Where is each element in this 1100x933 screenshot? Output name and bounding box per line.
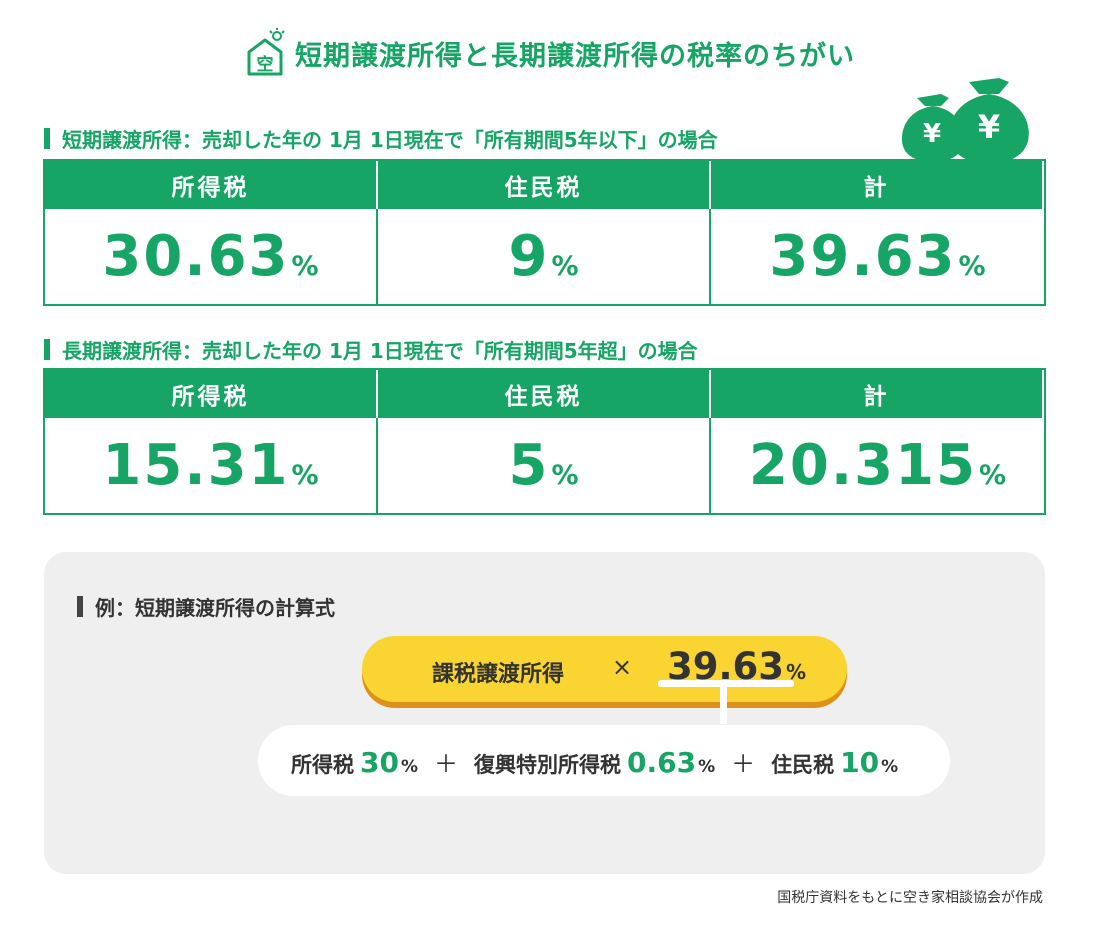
header-resident-tax: 住民税 <box>378 370 711 418</box>
percent-unit: % <box>291 460 319 491</box>
svg-text:空: 空 <box>257 54 274 75</box>
example-calculation-panel: 例：短期譲渡所得の計算式 課税譲渡所得 × 39.63% 所得税 30 % ＋ … <box>44 552 1045 874</box>
percent-unit: % <box>400 757 419 777</box>
income-tax-rate-cell: 30.63% <box>45 209 378 304</box>
resident-tax-rate: 9 <box>508 224 550 289</box>
percent-unit: % <box>958 251 986 282</box>
example-heading: 例：短期譲渡所得の計算式 <box>77 592 335 621</box>
income-tax-label: 所得税 <box>291 753 354 777</box>
header-total: 計 <box>711 370 1044 418</box>
breakdown-bracket <box>658 680 794 687</box>
resident-tax-label: 住民税 <box>771 753 835 777</box>
heading-bar <box>44 339 50 360</box>
percent-unit: % <box>291 251 319 282</box>
resident-tax-rate-cell: 9% <box>378 209 711 304</box>
plus-sign: ＋ <box>731 750 756 778</box>
heading-bar <box>44 128 50 149</box>
header-income-tax: 所得税 <box>45 370 378 418</box>
income-tax-rate: 15.31 <box>102 433 290 498</box>
header-resident-tax: 住民税 <box>378 161 711 209</box>
yen-money-bag-icon: ¥ ¥ <box>895 76 1030 166</box>
heading-bar <box>77 596 83 617</box>
page-title-row: 空 短期譲渡所得と長期譲渡所得の税率のちがい <box>0 28 1100 78</box>
multiply-sign: × <box>612 653 633 681</box>
total-rate: 20.315 <box>748 433 978 498</box>
rate-breakdown: 所得税 30 % ＋ 復興特別所得税 0.63 % ＋ 住民税 10 % <box>291 744 898 779</box>
total-rate: 39.63 <box>769 224 957 289</box>
breakdown-pill: 所得税 30 % ＋ 復興特別所得税 0.63 % ＋ 住民税 10 % <box>258 725 950 796</box>
header-income-tax: 所得税 <box>45 161 378 209</box>
house-icon: 空 <box>245 28 285 78</box>
long-term-heading: 長期譲渡所得：売却した年の 1月 1日現在で「所有期間5年超」の場合 <box>44 335 698 364</box>
percent-unit: % <box>551 251 579 282</box>
example-heading-text: 例：短期譲渡所得の計算式 <box>95 596 335 620</box>
long-term-rate-table: 所得税 住民税 計 15.31% 5% 20.315% <box>43 368 1046 515</box>
long-term-heading-text: 長期譲渡所得：売却した年の 1月 1日現在で「所有期間5年超」の場合 <box>62 339 698 363</box>
formula-pill: 課税譲渡所得 × 39.63% <box>362 636 847 702</box>
short-term-heading: 短期譲渡所得：売却した年の 1月 1日現在で「所有期間5年以下」の場合 <box>44 124 718 153</box>
percent-unit: % <box>698 757 716 777</box>
yen-symbol: ¥ <box>978 108 1000 146</box>
resident-tax-rate: 5 <box>508 433 550 498</box>
source-note: 国税庁資料をもとに空き家相談協会が作成 <box>777 890 1043 906</box>
header-total: 計 <box>711 161 1044 209</box>
percent-unit: % <box>551 460 579 491</box>
total-rate-cell: 20.315% <box>711 418 1044 513</box>
total-rate-cell: 39.63% <box>711 209 1044 304</box>
yen-symbol: ¥ <box>923 119 941 149</box>
reconstruction-tax-label: 復興特別所得税 <box>474 753 622 777</box>
reconstruction-tax-value: 0.63 <box>627 746 697 779</box>
resident-tax-value: 10 <box>840 746 880 779</box>
short-term-rate-table: 所得税 住民税 計 30.63% 9% 39.63% <box>43 159 1046 306</box>
resident-tax-rate-cell: 5% <box>378 418 711 513</box>
plus-sign: ＋ <box>434 750 459 778</box>
income-tax-rate: 30.63 <box>102 224 290 289</box>
income-tax-value: 30 <box>360 746 399 779</box>
percent-unit: % <box>881 757 899 777</box>
taxable-income-label: 課税譲渡所得 <box>432 662 565 687</box>
short-term-heading-text: 短期譲渡所得：売却した年の 1月 1日現在で「所有期間5年以下」の場合 <box>62 128 718 152</box>
page-title: 短期譲渡所得と長期譲渡所得の税率のちがい <box>295 40 855 72</box>
income-tax-rate-cell: 15.31% <box>45 418 378 513</box>
breakdown-connector <box>720 684 727 724</box>
percent-unit: % <box>979 460 1007 491</box>
percent-unit: % <box>786 660 807 684</box>
